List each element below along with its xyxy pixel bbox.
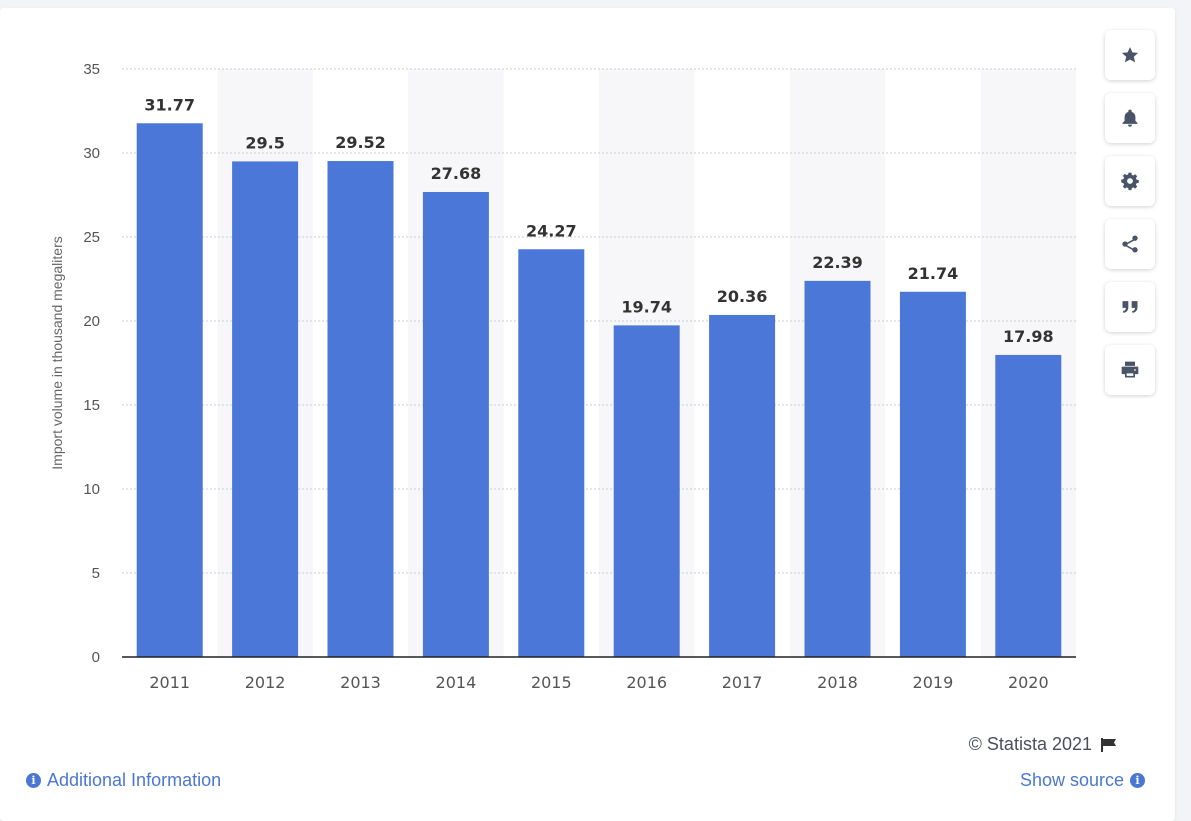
x-tick-label: 2015 [531,673,572,692]
gear-icon [1121,172,1139,191]
show-source-text: Show source [1019,770,1124,790]
x-tick-label: 2011 [149,673,190,692]
data-label: 20.36 [717,287,768,306]
x-tick-label: 2020 [1008,673,1049,692]
x-tick-label: 2017 [722,673,763,692]
print-icon [1121,361,1139,378]
additional-information-text: Additional Information [47,770,222,790]
bar[interactable] [136,123,203,658]
data-label: 29.52 [335,133,386,152]
y-tick-label: 0 [92,649,100,666]
copyright-text: © Statista 2021 [968,734,1092,754]
info-icon: i [26,773,41,788]
bar[interactable] [804,280,871,657]
share-icon [1122,235,1138,253]
favorite-button[interactable] [1105,30,1155,80]
bell-icon [1122,109,1138,127]
bar[interactable] [422,191,489,657]
y-tick-label: 25 [83,229,100,246]
settings-button[interactable] [1105,156,1155,206]
data-label: 19.74 [621,297,672,316]
additional-information-link[interactable]: i Additional Information [26,770,221,791]
y-tick-label: 35 [83,61,100,78]
y-tick-label: 10 [83,481,100,498]
x-axis-ticks: 2011 2012 2013 2014 2015 2016 2017 2018 2019 2020 [149,673,1048,692]
x-tick-label: 2014 [436,673,477,692]
x-tick-label: 2019 [913,673,954,692]
data-label: 21.74 [908,264,959,283]
data-label: 24.27 [526,221,577,240]
star-icon [1121,47,1139,63]
y-axis-label: Import volume in thousand megaliters [49,236,65,469]
data-label: 22.39 [812,253,863,272]
copyright: © Statista 2021 [969,734,1118,755]
data-label: 29.5 [245,133,284,152]
x-tick-label: 2018 [817,673,858,692]
y-tick-label: 5 [92,565,100,582]
bar[interactable] [899,291,966,657]
x-tick-label: 2013 [340,673,381,692]
bar[interactable] [709,314,776,657]
show-source-link[interactable]: Show source i [1020,770,1145,791]
y-tick-label: 20 [83,313,100,330]
data-labels: 31.77 29.5 29.52 27.68 24.27 19.74 20.36 22.39 2… [144,95,1053,346]
bar[interactable] [232,161,299,657]
share-button[interactable] [1105,219,1155,269]
info-icon: i [1130,773,1145,788]
cite-button[interactable] [1105,282,1155,332]
bars [136,123,1062,658]
x-tick-label: 2016 [626,673,667,692]
data-label: 27.68 [431,164,482,183]
bar[interactable] [613,325,680,657]
notification-button[interactable] [1105,93,1155,143]
x-tick-label: 2012 [245,673,286,692]
y-tick-label: 30 [83,145,100,162]
data-label: 17.98 [1003,327,1054,346]
gridlines [122,68,1076,574]
data-label: 31.77 [144,95,195,114]
bar[interactable] [518,249,585,657]
y-tick-label: 15 [83,397,100,414]
flag-icon[interactable] [1100,737,1118,753]
y-axis-ticks: 0 5 10 15 20 25 30 35 [83,61,100,666]
print-button[interactable] [1105,345,1155,395]
bar[interactable] [995,354,1062,657]
bar[interactable] [327,161,394,657]
quote-icon [1122,301,1138,313]
